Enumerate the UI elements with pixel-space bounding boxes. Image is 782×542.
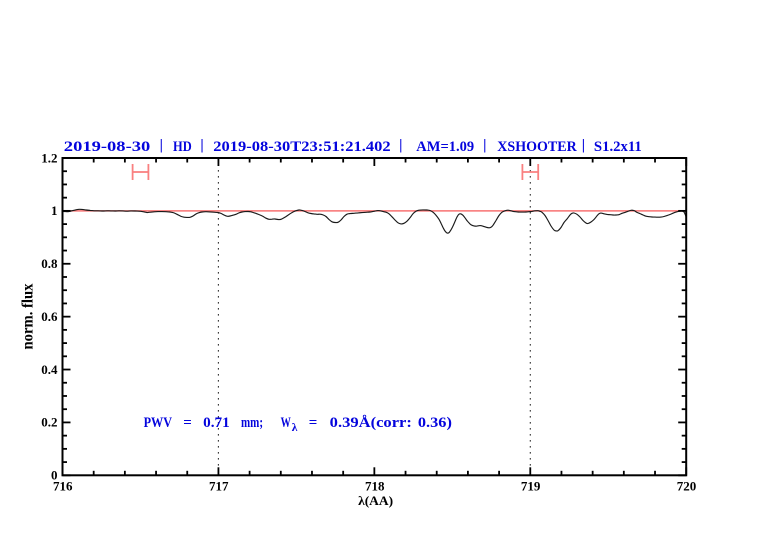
svg-text:|: | xyxy=(200,138,203,154)
svg-text:|: | xyxy=(399,138,402,154)
svg-text:AM=1.09: AM=1.09 xyxy=(416,139,474,155)
svg-text:0: 0 xyxy=(51,468,58,483)
svg-text:719: 719 xyxy=(521,479,541,494)
svg-text:0.39Å(corr:: 0.39Å(corr: xyxy=(330,415,412,431)
svg-text:0.71: 0.71 xyxy=(203,415,230,431)
svg-text:1: 1 xyxy=(51,203,58,218)
svg-text:norm. flux: norm. flux xyxy=(20,284,37,350)
svg-text:0.2: 0.2 xyxy=(41,415,57,430)
svg-text:717: 717 xyxy=(209,479,229,494)
svg-text:mm;: mm; xyxy=(241,415,263,431)
svg-text:0.6: 0.6 xyxy=(41,309,58,324)
svg-text:716: 716 xyxy=(53,479,73,494)
svg-text:W: W xyxy=(281,415,291,431)
svg-text:2019-08-30: 2019-08-30 xyxy=(64,139,151,155)
svg-text:HD: HD xyxy=(173,139,192,155)
svg-text:λ: λ xyxy=(292,422,298,434)
svg-text:|: | xyxy=(582,138,585,154)
svg-text:S1.2x11: S1.2x11 xyxy=(594,139,642,155)
svg-text:0.4: 0.4 xyxy=(41,362,58,377)
svg-text:720: 720 xyxy=(677,479,697,494)
svg-text:=: = xyxy=(309,415,318,431)
svg-text:XSHOOTER: XSHOOTER xyxy=(497,139,577,155)
svg-text:718: 718 xyxy=(365,479,385,494)
svg-text:0.36): 0.36) xyxy=(418,415,452,431)
svg-text:PWV: PWV xyxy=(144,415,173,431)
svg-text:λ(AA): λ(AA) xyxy=(358,493,393,508)
svg-text:|: | xyxy=(160,138,163,154)
svg-text:0.8: 0.8 xyxy=(41,256,58,271)
svg-text:2019-08-30T23:51:21.402: 2019-08-30T23:51:21.402 xyxy=(213,139,390,155)
svg-text:1.2: 1.2 xyxy=(41,150,57,165)
svg-text:|: | xyxy=(483,138,486,154)
svg-text:=: = xyxy=(183,415,192,431)
